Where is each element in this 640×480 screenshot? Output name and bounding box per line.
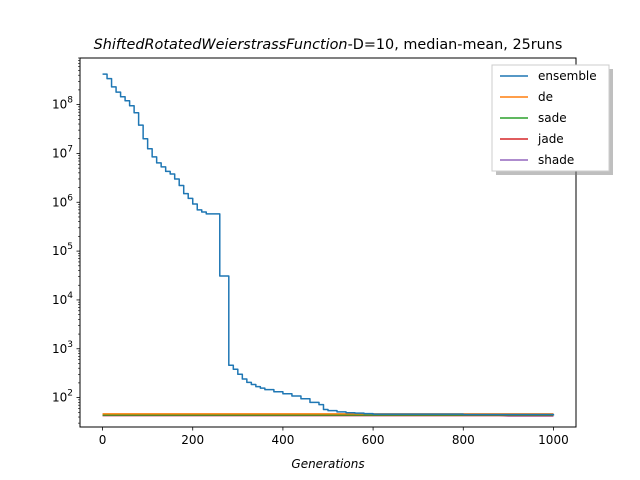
y-tick-label: 103	[52, 340, 73, 356]
y-tick-label: 107	[52, 144, 73, 160]
x-axis-ticks: 0 200 400 600 800 1000	[99, 427, 569, 447]
x-tick-label: 0	[99, 433, 107, 447]
series-line-ensemble	[102, 73, 555, 416]
legend-label-shade: shade	[538, 153, 574, 167]
x-tick-label: 600	[362, 433, 385, 447]
legend: ensemble de sade jade shade	[491, 64, 613, 175]
x-tick-label: 400	[271, 433, 294, 447]
x-axis-label: Generations	[291, 457, 364, 471]
x-tick-label: 1000	[538, 433, 569, 447]
y-tick-label: 108	[52, 96, 73, 112]
x-tick-label: 200	[181, 433, 204, 447]
legend-items: ensemble de sade jade shade	[500, 69, 597, 167]
legend-label-jade: jade	[537, 132, 564, 146]
plot-area-frame	[79, 57, 577, 428]
chart-title-italic: ShiftedRotatedWeierstrassFunction	[94, 37, 348, 53]
chart-title: ShiftedRotatedWeierstrassFunction-D=10, …	[94, 37, 563, 53]
x-tick-label: 800	[452, 433, 475, 447]
legend-label-sade: sade	[538, 111, 567, 125]
legend-label-de: de	[538, 90, 553, 104]
y-tick-label: 105	[52, 242, 73, 258]
y-tick-label: 102	[52, 389, 73, 405]
y-tick-label: 104	[52, 291, 73, 307]
y-tick-label: 106	[52, 193, 73, 209]
chart-title-rest: -D=10, median-mean, 25runs	[348, 37, 563, 53]
legend-label-ensemble: ensemble	[538, 69, 597, 83]
series-layer	[102, 73, 555, 417]
y-axis-ticks: 102 103 104 105 106 107 108	[52, 57, 80, 424]
